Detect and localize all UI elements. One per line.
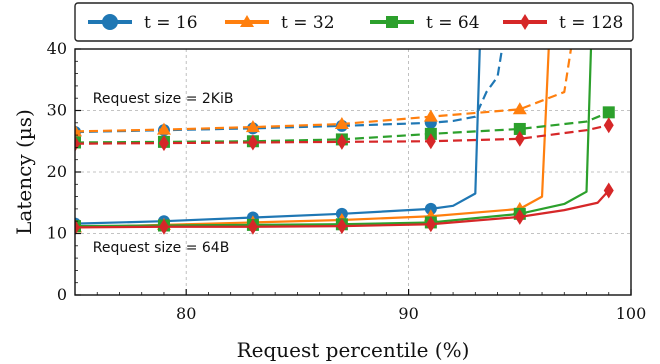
x-tick-label: 100 bbox=[616, 304, 647, 323]
axis-ticks: 80 90 100 0 10 20 30 40 bbox=[47, 39, 647, 323]
data-point bbox=[604, 182, 614, 198]
series-line bbox=[75, 49, 591, 226]
annotation-64b: Request size = 64B bbox=[93, 240, 230, 256]
x-axis-label: Request percentile (%) bbox=[237, 338, 470, 362]
data-point bbox=[604, 117, 614, 133]
series-layer bbox=[68, 49, 615, 235]
legend-label: t = 128 bbox=[559, 13, 623, 33]
x-tick-label: 80 bbox=[176, 304, 196, 323]
y-tick-label: 0 bbox=[57, 285, 67, 304]
series-t16-64B bbox=[69, 49, 480, 230]
y-axis-label: Latency (µs) bbox=[12, 109, 36, 235]
y-tick-label: 30 bbox=[47, 101, 67, 120]
series-line bbox=[75, 49, 480, 224]
data-point bbox=[603, 106, 615, 118]
annotation-2kib: Request size = 2KiB bbox=[93, 91, 234, 107]
legend-marker bbox=[386, 16, 398, 28]
y-tick-label: 10 bbox=[47, 224, 67, 243]
legend-label: t = 64 bbox=[426, 13, 480, 33]
x-tick-label: 90 bbox=[398, 304, 418, 323]
data-point bbox=[424, 110, 438, 122]
legend-label: t = 16 bbox=[144, 13, 198, 33]
y-tick-label: 20 bbox=[47, 162, 67, 181]
y-tick-label: 40 bbox=[47, 39, 67, 58]
legend: t = 16 t = 32 t = 64 t = 128 bbox=[75, 3, 633, 41]
legend-label: t = 32 bbox=[281, 13, 335, 33]
legend-marker bbox=[102, 14, 118, 30]
